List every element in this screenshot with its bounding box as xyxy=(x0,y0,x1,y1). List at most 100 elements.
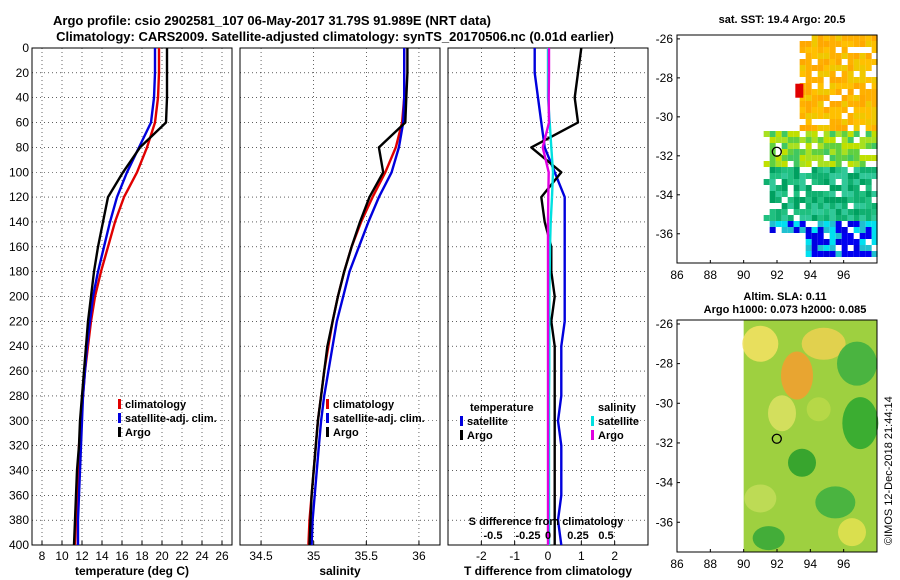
sst-cell xyxy=(799,149,806,155)
sst-cell xyxy=(829,131,836,137)
sst-cell xyxy=(805,251,812,257)
sla-blob xyxy=(801,327,846,360)
sst-cell xyxy=(799,101,806,107)
sst-cell xyxy=(871,101,878,107)
xtick-label: 34.5 xyxy=(249,549,273,563)
sst-cell xyxy=(835,107,842,113)
sst-cell xyxy=(775,215,782,221)
sst-cell xyxy=(823,65,830,71)
top-tick-label: 0.25 xyxy=(567,530,588,542)
sst-cell xyxy=(841,131,848,137)
sst-cell xyxy=(871,191,878,197)
series-satellite-adj-clim- xyxy=(310,48,406,546)
sst-cell xyxy=(793,191,800,197)
sst-cell xyxy=(799,47,806,53)
sst-cell xyxy=(871,77,878,83)
sst-cell xyxy=(811,95,818,101)
sst-cell xyxy=(823,173,830,179)
sst-cell xyxy=(865,203,872,209)
sst-cell xyxy=(799,107,806,113)
sst-cell xyxy=(817,125,824,131)
sst-cell xyxy=(859,89,866,95)
sst-cell xyxy=(859,245,866,251)
sla-blob xyxy=(806,397,831,422)
ytick-label: 40 xyxy=(16,91,30,105)
sst-cell xyxy=(817,107,824,113)
xlabel-salinity: salinity xyxy=(319,564,361,578)
sst-cell xyxy=(829,167,836,173)
sst-cell xyxy=(865,185,872,191)
sst-cell xyxy=(811,203,818,209)
sst-cell xyxy=(823,95,830,101)
sst-cell xyxy=(847,179,854,185)
sst-cell xyxy=(829,125,836,131)
sst-cell xyxy=(793,227,800,233)
sst-cell xyxy=(799,41,806,47)
sst-cell xyxy=(781,203,788,209)
sst-cell xyxy=(781,215,788,221)
sst-cell xyxy=(805,53,812,59)
sst-cell xyxy=(793,131,800,137)
sst-cell xyxy=(781,209,788,215)
sst-cell xyxy=(841,47,848,53)
sst-cell xyxy=(865,35,872,41)
panel-salinity: 34.5 35 35.5 36 salinity climatology satellite… xyxy=(239,47,441,578)
sst-cell xyxy=(841,53,848,59)
sst-cell xyxy=(805,119,812,125)
sst-cell xyxy=(859,215,866,221)
sst-cell xyxy=(835,59,842,65)
sst-cell xyxy=(859,41,866,47)
legend-label: Argo xyxy=(125,427,151,439)
sst-cell xyxy=(817,221,824,227)
map-ytick-label: -32 xyxy=(656,149,674,163)
sst-cell xyxy=(811,233,818,239)
panel-difference: -2 -1 0 1 2T difference from climatology temp… xyxy=(447,47,649,578)
sst-cell xyxy=(793,221,800,227)
sst-cell xyxy=(787,143,794,149)
sst-cell xyxy=(829,215,836,221)
map-xtick-label: 96 xyxy=(837,557,851,571)
sst-cell xyxy=(829,77,836,83)
sst-cell xyxy=(805,113,812,119)
sst-cell xyxy=(805,215,812,221)
sst-cell xyxy=(793,197,800,203)
sst-cell xyxy=(823,59,830,65)
sst-cell xyxy=(787,155,794,161)
ytick-label: 300 xyxy=(9,414,29,428)
sst-cell xyxy=(811,107,818,113)
sst-cell xyxy=(841,125,848,131)
sst-cell xyxy=(859,59,866,65)
sst-cell xyxy=(835,167,842,173)
sst-cell xyxy=(871,167,878,173)
sst-cell xyxy=(853,149,860,155)
sst-cell xyxy=(829,185,836,191)
sst-cell xyxy=(859,203,866,209)
sst-cell xyxy=(859,221,866,227)
sst-cell xyxy=(775,131,782,137)
sst-cell xyxy=(859,143,866,149)
sst-cell xyxy=(853,65,860,71)
sst-cell xyxy=(847,239,854,245)
sst-cell xyxy=(835,77,842,83)
sst-cell xyxy=(781,149,788,155)
sst-cell xyxy=(841,71,848,77)
xtick-label: 1 xyxy=(578,549,585,563)
sst-cell xyxy=(811,173,818,179)
ytick-label: 200 xyxy=(9,290,29,304)
sst-cell xyxy=(781,191,788,197)
sst-cell xyxy=(847,161,854,167)
sst-cell xyxy=(811,53,818,59)
xtick-label: -2 xyxy=(476,549,487,563)
sst-cell xyxy=(853,191,860,197)
title-line1: Argo profile: csio 2902581_107 06-May-20… xyxy=(53,13,491,28)
sst-cell xyxy=(829,71,836,77)
sst-cell xyxy=(847,209,854,215)
sst-warm-patch xyxy=(795,83,804,98)
sst-cell xyxy=(805,65,812,71)
sst-cell xyxy=(847,149,854,155)
sst-cell xyxy=(847,131,854,137)
legend-swatch xyxy=(118,399,121,409)
sst-cell xyxy=(817,197,824,203)
map-ytick-label: -30 xyxy=(656,110,674,124)
sst-cell xyxy=(817,161,824,167)
